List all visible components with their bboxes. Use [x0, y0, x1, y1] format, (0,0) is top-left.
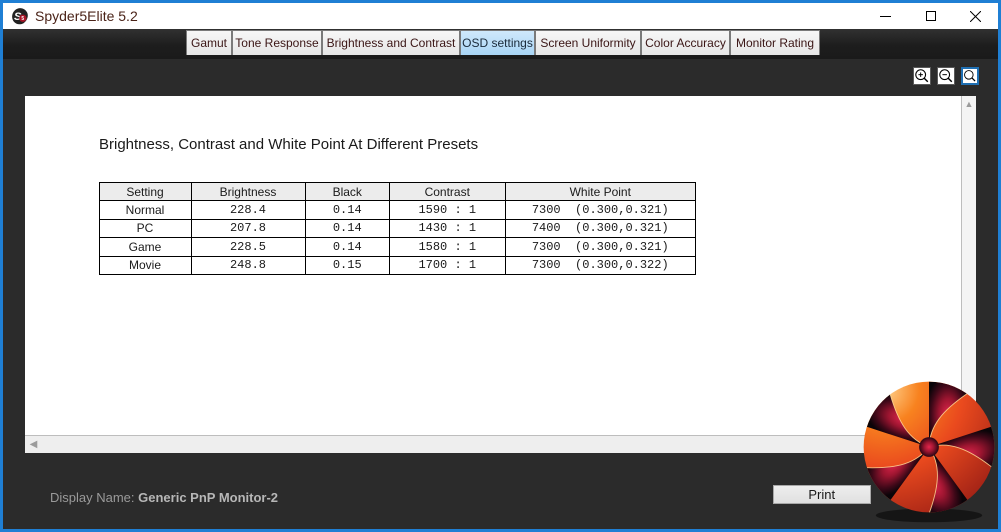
svg-text:5: 5	[21, 16, 24, 22]
